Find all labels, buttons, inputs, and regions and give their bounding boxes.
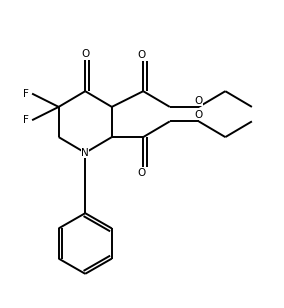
- Text: O: O: [81, 49, 89, 59]
- Text: F: F: [23, 115, 29, 125]
- Text: O: O: [195, 110, 203, 120]
- Text: O: O: [195, 96, 203, 106]
- Text: F: F: [23, 89, 29, 99]
- Text: N: N: [81, 148, 89, 158]
- Text: O: O: [138, 168, 146, 178]
- Text: O: O: [138, 50, 146, 60]
